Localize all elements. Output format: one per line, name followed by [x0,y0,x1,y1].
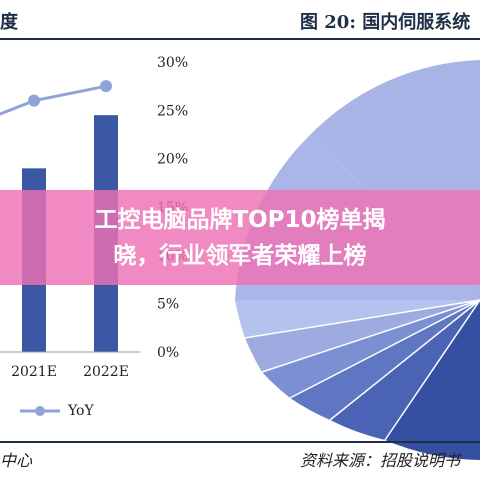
pie-slice-2 [245,300,480,372]
banner-line-2: 晓，行业领军者荣耀上榜 [113,243,367,269]
pie-slice-4 [290,300,480,420]
banner-headline: 工控电脑品牌TOP10榜单揭 晓，行业领军者荣耀上榜 [40,202,440,274]
x-tick-2021E: 2021E [11,364,57,380]
yoy-line [0,84,107,116]
overlay-banner [0,190,480,285]
bottom-rule [0,441,480,443]
header-bar [0,0,480,44]
legend-yoy-marker [35,406,45,416]
legend-yoy-label: YoY [68,403,94,419]
yoy-point-2021E [28,94,40,107]
pie-slice-6 [385,300,480,460]
y-tick-label: 30% [157,55,188,71]
yoy-point-2022E [100,80,112,93]
y-tick-label: 25% [157,103,188,119]
x-tick-2022E: 2022E [83,364,129,380]
left-figure-title: 度 [0,12,18,33]
right-figure-title: 图 20: 国内伺服系统 [300,12,471,33]
pie-slice-5 [330,300,480,440]
footer-left-text: 中心 [0,451,33,470]
top-rule [0,38,480,40]
y-tick-label: 5% [157,297,179,313]
footer-source: 资料来源：招股说明书 [300,451,461,470]
banner-line-1: 工控电脑品牌TOP10榜单揭 [94,207,386,233]
y-tick-label: 20% [157,152,188,168]
pie-slice-3 [262,300,480,398]
y-tick-label: 0% [157,345,179,361]
